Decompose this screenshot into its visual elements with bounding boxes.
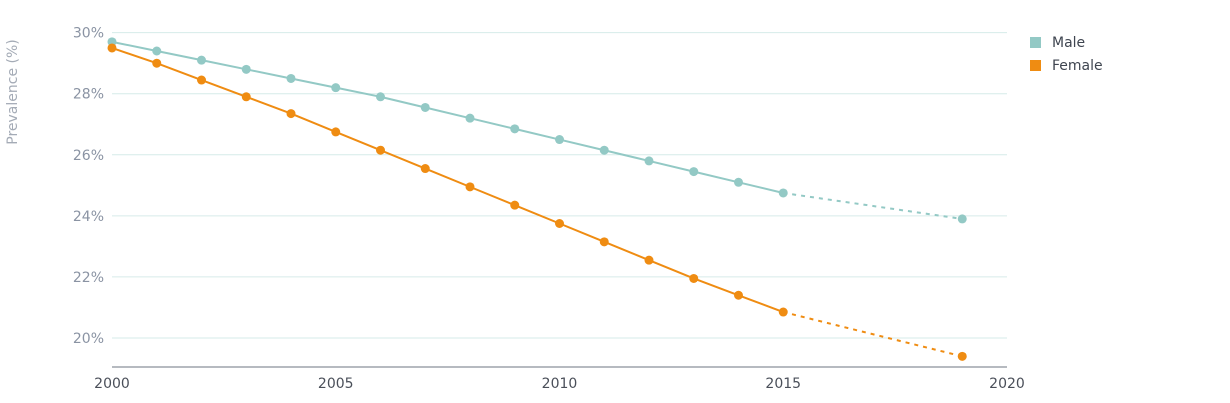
y-tick-label: 28% bbox=[73, 87, 104, 103]
data-point-female[interactable] bbox=[465, 182, 475, 192]
x-tick-label: 2010 bbox=[542, 376, 578, 392]
data-point-female[interactable] bbox=[331, 127, 341, 137]
legend-label-male: Male bbox=[1052, 34, 1086, 51]
data-point-female[interactable] bbox=[778, 307, 788, 317]
x-tick-label: 2005 bbox=[318, 376, 354, 392]
series-line-male bbox=[111, 40, 784, 194]
legend: Male Female bbox=[1030, 31, 1103, 77]
data-point-female[interactable] bbox=[241, 92, 251, 102]
data-point-female[interactable] bbox=[152, 58, 162, 68]
data-point-female[interactable] bbox=[734, 290, 743, 300]
data-point-male[interactable] bbox=[644, 156, 654, 166]
legend-swatch-female bbox=[1030, 60, 1041, 71]
data-point-male[interactable] bbox=[689, 167, 699, 177]
data-point-male[interactable] bbox=[241, 64, 251, 74]
data-point-female[interactable] bbox=[599, 237, 609, 247]
x-tick-label: 2015 bbox=[765, 376, 801, 392]
data-point-male[interactable] bbox=[555, 135, 564, 145]
data-point-female[interactable] bbox=[286, 109, 296, 119]
data-point-male[interactable] bbox=[420, 102, 430, 112]
y-tick-label: 20% bbox=[73, 331, 104, 347]
y-tick-label: 22% bbox=[73, 270, 104, 286]
legend-label-female: Female bbox=[1052, 57, 1103, 74]
x-tick-label: 2020 bbox=[989, 376, 1025, 392]
data-point-female[interactable] bbox=[376, 145, 385, 155]
data-point-female[interactable] bbox=[420, 164, 430, 174]
data-point-female[interactable] bbox=[107, 43, 117, 53]
data-point-male[interactable] bbox=[465, 113, 475, 123]
series-projection-line-female bbox=[783, 311, 963, 358]
projected-point-male[interactable] bbox=[957, 214, 967, 224]
data-point-male[interactable] bbox=[510, 124, 520, 134]
data-point-male[interactable] bbox=[286, 73, 296, 83]
data-point-female[interactable] bbox=[689, 273, 699, 283]
data-point-male[interactable] bbox=[331, 83, 341, 93]
series-projection-line-male bbox=[783, 191, 963, 220]
projected-point-female[interactable] bbox=[957, 351, 967, 361]
data-point-male[interactable] bbox=[376, 92, 385, 102]
legend-item-female[interactable]: Female bbox=[1030, 54, 1103, 77]
y-tick-label: 24% bbox=[73, 209, 104, 225]
series-line-female bbox=[111, 47, 784, 313]
y-tick-label: 30% bbox=[73, 26, 104, 42]
legend-item-male[interactable]: Male bbox=[1030, 31, 1103, 54]
legend-swatch-male bbox=[1030, 37, 1041, 48]
data-point-female[interactable] bbox=[197, 75, 206, 85]
y-tick-label: 26% bbox=[73, 148, 104, 164]
data-point-male[interactable] bbox=[599, 145, 609, 155]
data-point-male[interactable] bbox=[152, 46, 162, 56]
y-axis-label: Prevalence (%) bbox=[5, 39, 21, 145]
data-point-male[interactable] bbox=[197, 55, 206, 65]
x-tick-label: 2000 bbox=[94, 376, 130, 392]
data-point-female[interactable] bbox=[555, 219, 564, 229]
data-point-female[interactable] bbox=[644, 255, 654, 265]
data-point-male[interactable] bbox=[778, 188, 788, 198]
data-point-male[interactable] bbox=[734, 177, 743, 187]
data-point-female[interactable] bbox=[510, 200, 520, 210]
